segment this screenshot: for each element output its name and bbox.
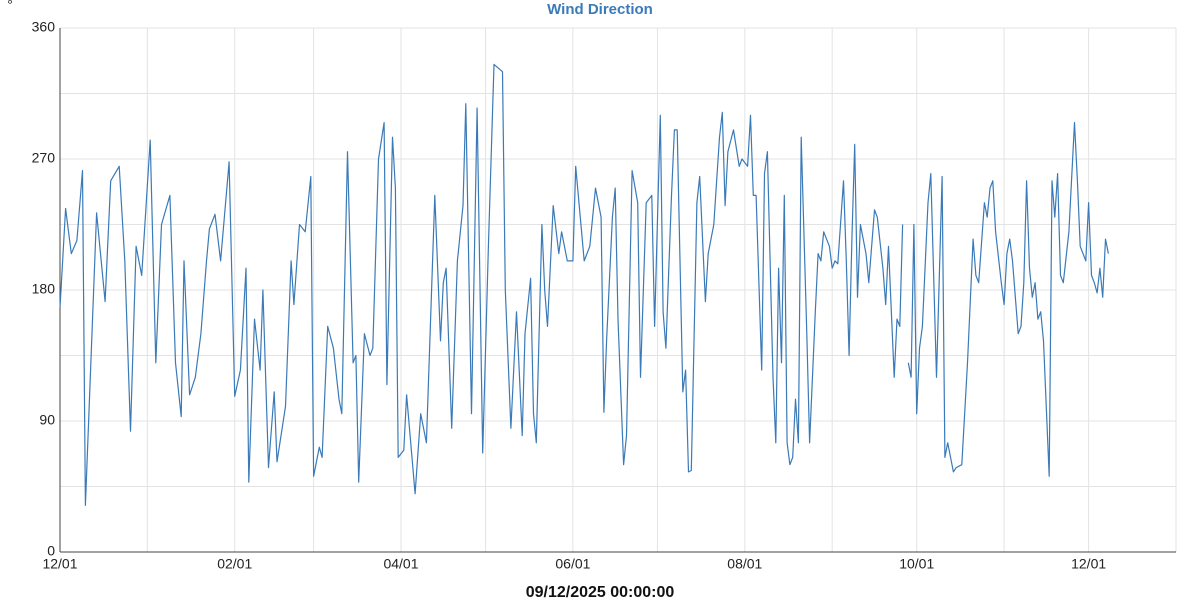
x-tick-label: 06/01	[555, 556, 590, 572]
y-tick-label: 0	[47, 543, 55, 559]
y-tick-label: 90	[39, 412, 55, 428]
data-line	[59, 63, 1109, 506]
x-tick-label: 12/01	[42, 556, 77, 572]
y-tick-label: 360	[32, 19, 56, 35]
x-tick-label: 08/01	[727, 556, 762, 572]
x-axis-label: 09/12/2025 00:00:00	[526, 584, 675, 600]
x-tick-label: 04/01	[383, 556, 418, 572]
chart-title: Wind Direction	[547, 1, 653, 18]
y-tick-label: 180	[32, 281, 56, 297]
y-axis-label: °	[7, 0, 13, 13]
y-tick-label: 270	[32, 150, 56, 166]
x-tick-label: 02/01	[217, 556, 252, 572]
x-tick-label: 12/01	[1071, 556, 1106, 572]
x-tick-label: 10/01	[899, 556, 934, 572]
